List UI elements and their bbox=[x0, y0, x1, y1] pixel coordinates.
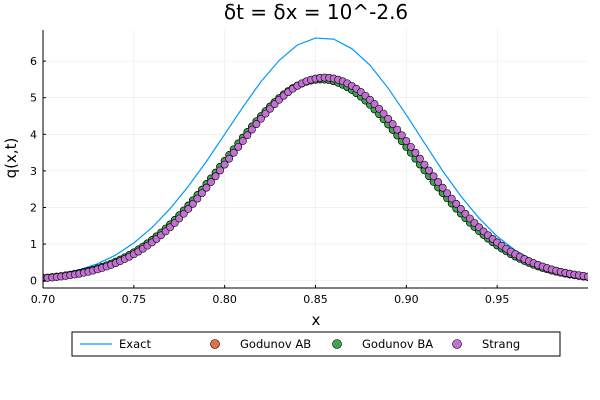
data-point bbox=[379, 109, 388, 118]
x-tick-label: 0.80 bbox=[212, 293, 237, 306]
data-point bbox=[198, 189, 206, 198]
data-point bbox=[452, 199, 461, 208]
data-point bbox=[248, 125, 256, 134]
data-point bbox=[438, 183, 447, 192]
x-axis-label: x bbox=[312, 311, 321, 329]
data-point bbox=[211, 172, 220, 181]
data-point bbox=[584, 272, 588, 281]
data-point bbox=[420, 160, 429, 169]
data-point bbox=[425, 166, 433, 175]
data-point bbox=[416, 154, 424, 163]
data-point bbox=[375, 104, 383, 113]
x-tick-label: 0.85 bbox=[303, 293, 328, 306]
data-point bbox=[225, 154, 234, 163]
legend-label-godunov-ab: Godunov AB bbox=[240, 337, 311, 351]
legend: Exact Godunov AB Godunov BA Strang bbox=[71, 331, 561, 357]
legend-swatch-strang bbox=[452, 339, 462, 349]
data-point bbox=[257, 114, 265, 123]
series-layer bbox=[43, 37, 588, 283]
y-tick-label: 4 bbox=[30, 128, 37, 141]
data-point bbox=[188, 199, 197, 208]
data-point bbox=[234, 142, 243, 151]
data-point bbox=[252, 120, 261, 128]
data-point bbox=[216, 166, 225, 175]
data-point bbox=[411, 148, 420, 157]
data-point bbox=[175, 214, 184, 223]
x-tick-label: 0.90 bbox=[394, 293, 419, 306]
data-point bbox=[220, 160, 229, 169]
legend-box bbox=[71, 331, 561, 357]
data-point bbox=[184, 205, 193, 213]
y-tick-label: 5 bbox=[30, 92, 37, 105]
data-point bbox=[456, 205, 465, 213]
legend-label-exact: Exact bbox=[119, 337, 151, 351]
data-point bbox=[238, 137, 247, 145]
data-point bbox=[243, 131, 252, 140]
data-point bbox=[207, 178, 215, 186]
series-line-exact bbox=[43, 37, 588, 278]
grid bbox=[42, 30, 588, 288]
axes: 0.70 0.75 0.80 0.85 0.90 0.95 0 1 2 3 4 5 6 bbox=[30, 30, 588, 306]
data-point bbox=[370, 100, 379, 108]
x-tick-label: 0.75 bbox=[122, 293, 147, 306]
data-point bbox=[397, 131, 406, 140]
data-point bbox=[266, 104, 274, 113]
data-point bbox=[193, 194, 202, 203]
data-point bbox=[429, 172, 438, 181]
y-tick-label: 0 bbox=[30, 275, 37, 288]
data-point bbox=[388, 120, 397, 128]
data-point bbox=[461, 209, 470, 218]
series-strang bbox=[43, 73, 588, 283]
chart-title: δt = δx = 10^-2.6 bbox=[224, 0, 408, 24]
data-point bbox=[447, 194, 456, 203]
data-point bbox=[443, 189, 452, 198]
legend-swatch-godunov-ba bbox=[332, 339, 342, 349]
data-point bbox=[393, 125, 402, 134]
data-point bbox=[402, 137, 411, 145]
data-point bbox=[202, 183, 211, 192]
data-point bbox=[384, 114, 393, 123]
data-point bbox=[179, 209, 188, 218]
x-tick-label: 0.70 bbox=[31, 293, 56, 306]
y-tick-label: 6 bbox=[30, 55, 37, 68]
y-tick-label: 2 bbox=[30, 201, 37, 214]
y-tick-label: 1 bbox=[30, 238, 37, 251]
data-point bbox=[406, 142, 415, 151]
y-axis-label: q(x,t) bbox=[2, 138, 20, 179]
data-point bbox=[229, 148, 238, 157]
legend-swatch-godunov-ab bbox=[210, 339, 220, 349]
legend-label-strang: Strang bbox=[482, 337, 520, 351]
data-point bbox=[261, 109, 270, 118]
data-point bbox=[434, 178, 443, 186]
y-tick-label: 3 bbox=[30, 165, 37, 178]
legend-label-godunov-ba: Godunov BA bbox=[362, 337, 433, 351]
x-tick-label: 0.95 bbox=[485, 293, 510, 306]
